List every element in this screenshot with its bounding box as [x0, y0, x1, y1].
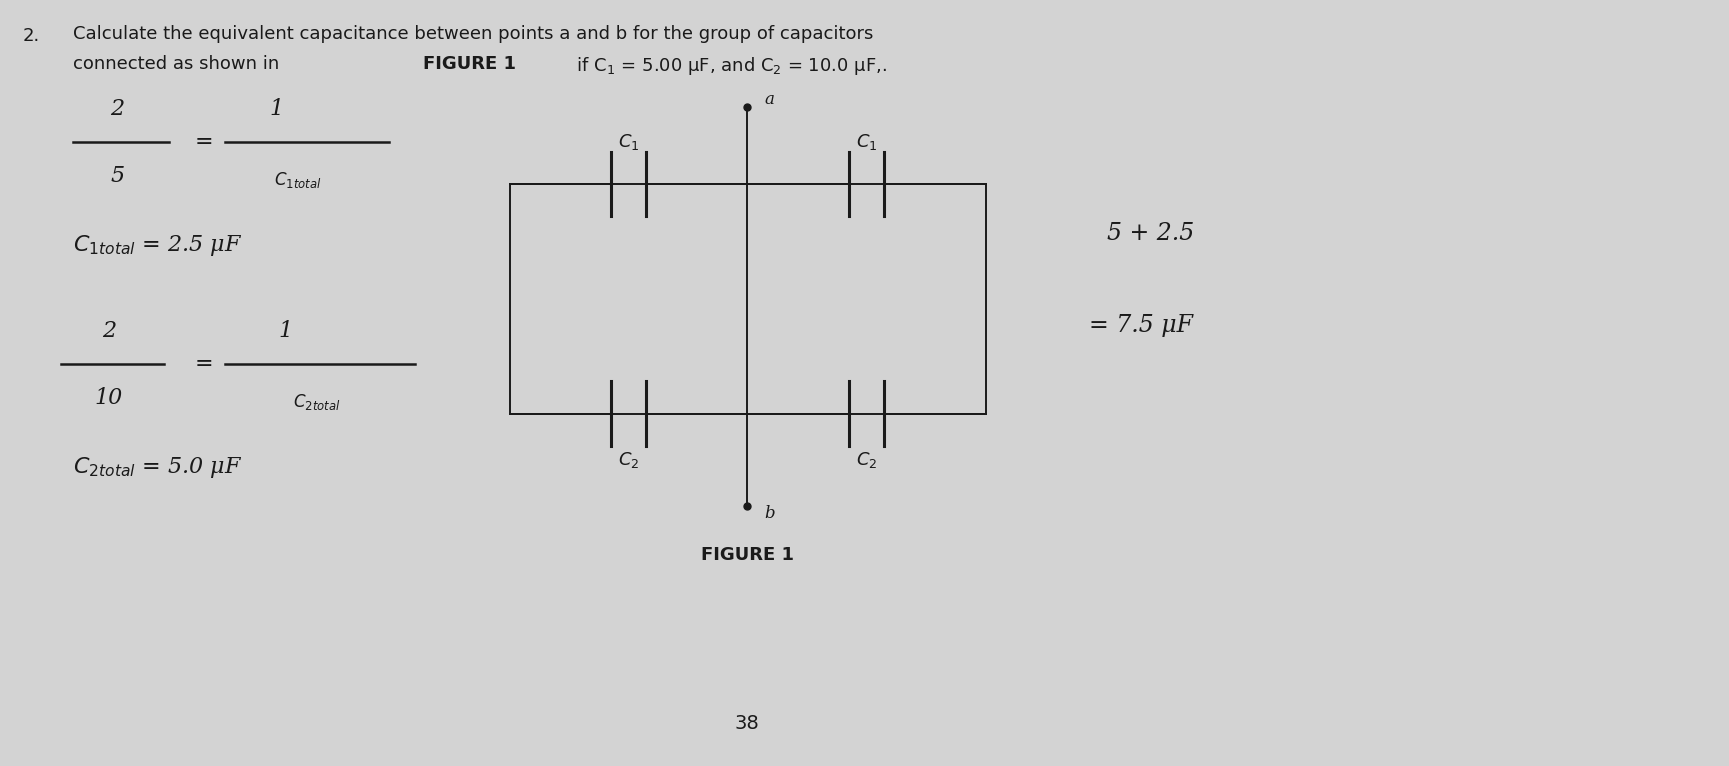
Text: a: a	[764, 91, 775, 108]
Text: 5 + 2.5: 5 + 2.5	[1107, 222, 1193, 245]
Text: 2: 2	[111, 98, 124, 119]
Text: 2.: 2.	[22, 27, 40, 44]
Text: 38: 38	[735, 715, 759, 733]
Text: 2: 2	[102, 320, 116, 342]
Text: 5: 5	[111, 165, 124, 187]
Text: $C_{2total}$: $C_{2total}$	[292, 392, 341, 412]
Text: = 7.5 μF: = 7.5 μF	[1089, 314, 1193, 337]
Text: 1: 1	[270, 98, 284, 119]
Text: 1: 1	[278, 320, 292, 342]
Text: $C_{2total}$ = 5.0 μF: $C_{2total}$ = 5.0 μF	[73, 455, 242, 480]
Text: =: =	[195, 131, 213, 152]
Text: connected as shown in: connected as shown in	[73, 55, 285, 73]
Text: $C_{1total}$: $C_{1total}$	[273, 170, 322, 190]
Text: FIGURE 1: FIGURE 1	[702, 546, 794, 565]
Text: $C_1$: $C_1$	[856, 132, 877, 152]
Text: if C$_1$ = 5.00 μF, and C$_2$ = 10.0 μF,.: if C$_1$ = 5.00 μF, and C$_2$ = 10.0 μF,…	[571, 55, 887, 77]
Text: =: =	[195, 353, 213, 375]
Text: $C_1$: $C_1$	[617, 132, 640, 152]
Text: Calculate the equivalent capacitance between points a and b for the group of cap: Calculate the equivalent capacitance bet…	[73, 25, 873, 42]
Text: $C_2$: $C_2$	[856, 450, 877, 470]
Text: FIGURE 1: FIGURE 1	[422, 55, 515, 73]
Text: b: b	[764, 505, 775, 522]
Text: $C_{1total}$ = 2.5 μF: $C_{1total}$ = 2.5 μF	[73, 233, 242, 257]
Text: 10: 10	[95, 388, 123, 409]
Text: $C_2$: $C_2$	[617, 450, 640, 470]
